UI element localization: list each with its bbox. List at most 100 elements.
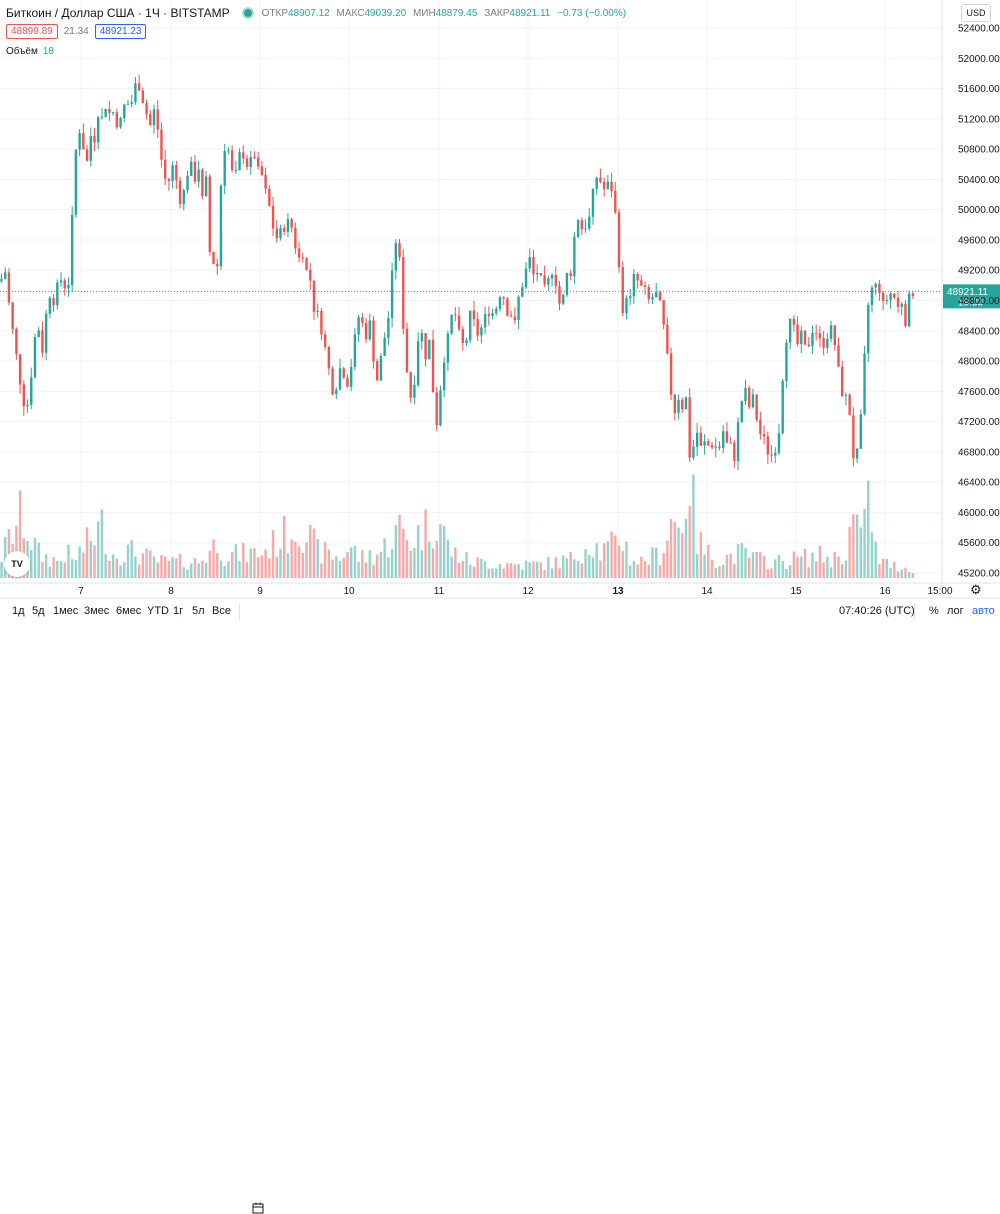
volume-bar	[480, 558, 483, 578]
volume-bar	[904, 567, 907, 578]
candle-body	[59, 280, 63, 283]
log-scale-button[interactable]: лог	[947, 605, 964, 617]
candle-body	[562, 294, 565, 304]
candle-body	[364, 322, 368, 340]
volume-bar	[714, 567, 717, 578]
candle-body	[699, 432, 703, 446]
volume-bar	[413, 548, 416, 578]
candle-body	[409, 372, 412, 398]
volume-bar	[777, 554, 781, 578]
candle-body	[844, 394, 848, 396]
range-1d-button[interactable]: 1д	[12, 605, 25, 617]
volume-bar	[718, 566, 721, 578]
candle-body	[97, 117, 100, 143]
bottom-toolbar: 1д 5д 1мес 3мес 6мес YTD 1г 5л Все 07:40…	[0, 598, 1000, 1214]
volume-bar	[907, 571, 911, 578]
range-5y-button[interactable]: 5л	[192, 605, 205, 617]
volume-bar	[573, 559, 576, 578]
volume-bar	[844, 560, 848, 578]
sell-price-button[interactable]: 48899.89	[6, 24, 58, 39]
candle-body	[268, 188, 271, 206]
candle-body	[249, 157, 252, 167]
candle-body	[852, 415, 855, 459]
volume-bar	[74, 560, 78, 578]
volume-bar	[398, 514, 401, 578]
goto-date-icon[interactable]	[252, 1202, 264, 1214]
settings-gear-icon[interactable]: ⚙	[970, 582, 982, 597]
tradingview-logo[interactable]: TV	[4, 551, 30, 577]
candle-body	[465, 340, 468, 344]
candle-body	[855, 448, 859, 459]
candle-body	[469, 310, 472, 341]
volume-bar	[204, 562, 208, 578]
volume-bar	[104, 554, 107, 578]
volume-bar	[44, 554, 48, 578]
clock-timezone[interactable]: 07:40:26 (UTC)	[839, 605, 915, 617]
volume-bar	[703, 554, 706, 578]
candle-body	[774, 452, 777, 456]
volume-bar	[197, 563, 200, 578]
range-all-button[interactable]: Все	[212, 605, 231, 617]
volume-bar	[108, 560, 111, 578]
candle-body	[190, 161, 193, 176]
candle-body	[666, 324, 669, 354]
volume-bar	[584, 549, 587, 578]
volume-bar	[588, 555, 591, 578]
volume-bar	[297, 546, 301, 578]
volume-bar	[320, 563, 323, 578]
candle-body	[755, 394, 758, 420]
candle-body	[316, 310, 319, 312]
candle-body	[111, 112, 115, 114]
volume-bar	[379, 551, 383, 578]
volume-bar	[82, 552, 85, 578]
volume-bar	[316, 539, 319, 578]
candle-body	[524, 268, 528, 288]
volume-bar	[558, 568, 561, 578]
currency-button[interactable]: USD	[961, 4, 991, 22]
range-1m-button[interactable]: 1мес	[53, 605, 79, 617]
candle-body	[163, 159, 167, 179]
range-5d-button[interactable]: 5д	[32, 605, 45, 617]
volume-bar	[543, 570, 546, 578]
volume-bar	[201, 560, 204, 578]
price-axis[interactable]: 52400.00 52000.00 51600.00 51200.00 50800.00…	[0, 0, 1000, 599]
candle-body	[454, 314, 457, 316]
volume-bar	[863, 508, 866, 578]
candle-body	[439, 390, 442, 426]
symbol-title[interactable]: Биткоин / Доллар США · 1Ч · BITSTAMP	[6, 6, 230, 20]
candle-body	[424, 333, 427, 360]
volume-bar	[405, 540, 409, 578]
candle-body	[889, 293, 892, 301]
candle-body	[692, 446, 695, 458]
range-1y-button[interactable]: 1г	[173, 605, 184, 617]
logo-text: TV	[11, 559, 23, 569]
candle-body	[744, 387, 747, 402]
candle-body	[502, 297, 505, 299]
candle-body	[283, 228, 286, 232]
volume-bars	[0, 474, 915, 578]
volume-bar	[885, 558, 889, 578]
volume-legend[interactable]: Объём 18	[6, 46, 54, 57]
volume-bar	[424, 509, 427, 578]
auto-scale-button[interactable]: авто	[972, 605, 995, 617]
time-axis[interactable]: 7 8 9 10 11 12 13 14 15 16 15:00	[78, 586, 953, 597]
candle-body	[483, 314, 487, 328]
candle-body	[900, 303, 903, 307]
percent-scale-button[interactable]: %	[929, 605, 939, 617]
candle-body	[37, 330, 40, 337]
volume-bar	[792, 551, 796, 578]
range-6m-button[interactable]: 6мес	[116, 605, 142, 617]
range-3m-button[interactable]: 3мес	[84, 605, 110, 617]
candle-body	[297, 248, 301, 258]
candle-body	[695, 432, 699, 447]
range-ytd-button[interactable]: YTD	[147, 605, 169, 617]
candle-body	[480, 327, 483, 336]
volume-bar	[900, 569, 903, 578]
candles	[0, 74, 915, 471]
candle-body	[617, 212, 621, 267]
volume-bar	[167, 560, 171, 578]
buy-price-button[interactable]: 48921.23	[94, 24, 147, 39]
candle-body	[387, 318, 390, 338]
